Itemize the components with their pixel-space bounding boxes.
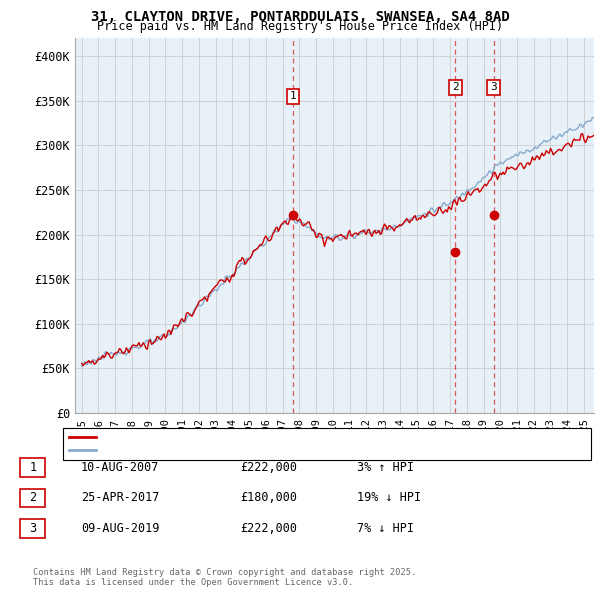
Text: 1: 1 [29, 461, 37, 474]
Text: 31, CLAYTON DRIVE, PONTARDDULAIS, SWANSEA, SA4 8AD: 31, CLAYTON DRIVE, PONTARDDULAIS, SWANSE… [91, 10, 509, 24]
Text: 3% ↑ HPI: 3% ↑ HPI [357, 461, 414, 474]
Text: 3: 3 [29, 522, 37, 535]
Text: Price paid vs. HM Land Registry's House Price Index (HPI): Price paid vs. HM Land Registry's House … [97, 20, 503, 33]
Text: £180,000: £180,000 [240, 491, 297, 504]
Text: 19% ↓ HPI: 19% ↓ HPI [357, 491, 421, 504]
Text: £222,000: £222,000 [240, 461, 297, 474]
Text: HPI: Average price, detached house, Swansea: HPI: Average price, detached house, Swan… [101, 445, 359, 455]
Text: 25-APR-2017: 25-APR-2017 [81, 491, 160, 504]
Text: Contains HM Land Registry data © Crown copyright and database right 2025.
This d: Contains HM Land Registry data © Crown c… [33, 568, 416, 587]
Text: 1: 1 [289, 91, 296, 101]
Text: 2: 2 [29, 491, 37, 504]
Text: £222,000: £222,000 [240, 522, 297, 535]
Text: 7% ↓ HPI: 7% ↓ HPI [357, 522, 414, 535]
Text: 31, CLAYTON DRIVE, PONTARDDULAIS, SWANSEA, SA4 8AD (detached house): 31, CLAYTON DRIVE, PONTARDDULAIS, SWANSE… [101, 432, 503, 441]
Text: 09-AUG-2019: 09-AUG-2019 [81, 522, 160, 535]
Text: 10-AUG-2007: 10-AUG-2007 [81, 461, 160, 474]
Text: 3: 3 [490, 83, 497, 93]
Text: 2: 2 [452, 83, 459, 93]
